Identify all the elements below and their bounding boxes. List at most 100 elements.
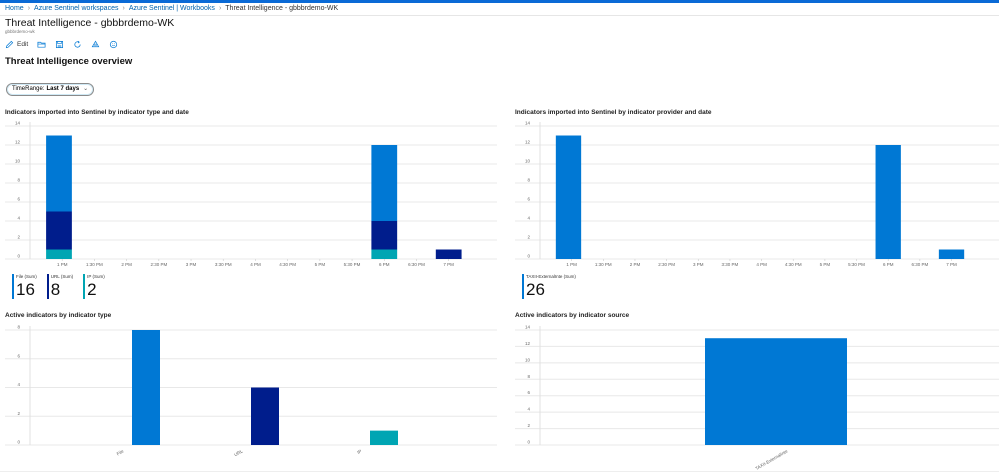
tiles-by-provider: TAXII-ExternalInte (Sum) 26: [522, 274, 576, 299]
section-title: Threat Intelligence overview: [5, 56, 133, 67]
bar-file: [132, 330, 160, 445]
x-tick-label: 3 PM: [693, 262, 704, 267]
x-tick-label: 5:30 PM: [848, 262, 865, 267]
bar-taxii-externalinte: [875, 145, 901, 259]
edit-button[interactable]: Edit: [5, 40, 28, 49]
x-tick-label: 5 PM: [315, 262, 326, 267]
x-tick-label: 2:30 PM: [658, 262, 675, 267]
x-tick-label: 3:30 PM: [215, 262, 232, 267]
bar-url: [251, 387, 279, 445]
y-tick-label: 2: [527, 423, 530, 428]
y-tick-label: 0: [17, 254, 20, 259]
tile-color-bar: [12, 274, 14, 299]
tile-value: 16: [16, 280, 35, 299]
chart-title-by-type-date: Indicators imported into Sentinel by ind…: [5, 109, 189, 116]
time-range-dropdown[interactable]: TimeRange: Last 7 days ⌄: [6, 83, 95, 96]
toolbar: Edit: [5, 38, 118, 50]
x-tick-label: IP: [356, 449, 362, 455]
feedback-button[interactable]: [109, 40, 118, 49]
y-tick-label: 14: [525, 121, 531, 126]
y-tick-label: 10: [525, 357, 531, 362]
portal-top-strip: [0, 0, 999, 3]
x-tick-label: 4 PM: [756, 262, 767, 267]
y-tick-label: 8: [527, 374, 530, 379]
chevron-down-icon: ⌄: [83, 86, 89, 92]
x-tick-label: 6:30 PM: [911, 262, 928, 267]
y-tick-label: 0: [527, 440, 530, 445]
x-tick-label: 1:30 PM: [595, 262, 612, 267]
x-tick-label: 2 PM: [121, 262, 132, 267]
bar-taxii-externalinte: [705, 338, 847, 445]
edit-icon: [5, 40, 14, 48]
breadcrumb-current: Threat Intelligence - gbbbrdemo-WK: [225, 5, 339, 12]
tile-file: File (Sum) 16: [12, 274, 37, 299]
save-button[interactable]: [55, 40, 64, 49]
x-tick-label: 1 PM: [566, 262, 577, 267]
y-tick-label: 2: [527, 235, 530, 240]
y-tick-label: 14: [15, 121, 21, 126]
y-tick-label: 8: [17, 325, 20, 330]
y-tick-label: 2: [17, 411, 20, 416]
tile-value: 8: [50, 280, 61, 299]
bar-url: [371, 221, 398, 250]
y-tick-label: 12: [15, 140, 21, 145]
tiles-by-type: File (Sum) 16 URL (Sum) 8 IP (Sum) 2: [12, 274, 105, 299]
feedback-smiley-icon: [110, 40, 118, 48]
y-tick-label: 6: [17, 197, 20, 202]
chart-title-active-by-type: Active indicators by indicator type: [5, 312, 112, 319]
bar-url: [46, 211, 72, 250]
tile-value: 26: [526, 280, 545, 299]
y-tick-label: 10: [525, 159, 531, 164]
tile-ip: IP (Sum) 2: [83, 274, 105, 299]
x-tick-label: 6 PM: [883, 262, 894, 267]
bar-ip: [371, 249, 398, 259]
open-button[interactable]: [37, 40, 46, 49]
open-folder-icon: [37, 41, 46, 48]
chart-by-provider-date: 0 2 4 6 8 10 12 14 1 PM 1:30 PM 2 PM 2:30 PM 3 PM 3:3…: [515, 121, 999, 267]
x-tick-label: 5:30 PM: [344, 262, 361, 267]
refresh-button[interactable]: [73, 40, 82, 49]
chevron-right-icon: ›: [122, 5, 125, 12]
tile-taxii: TAXII-ExternalInte (Sum) 26: [522, 274, 576, 299]
tile-color-bar: [522, 274, 524, 299]
bar-ip: [370, 430, 398, 445]
divider: [0, 15, 999, 16]
x-tick-label: 1:30 PM: [86, 262, 103, 267]
y-tick-label: 10: [15, 159, 21, 164]
y-tick-label: 0: [527, 254, 530, 259]
x-tick-label: 6 PM: [379, 262, 390, 267]
y-tick-label: 8: [527, 178, 530, 183]
tile-label: IP (Sum): [87, 274, 105, 279]
y-tick-label: 8: [17, 178, 20, 183]
bar-file: [46, 135, 72, 212]
tile-url: URL (Sum) 8: [46, 274, 73, 299]
y-tick-label: 14: [525, 325, 531, 330]
y-tick-label: 2: [17, 235, 20, 240]
x-tick-label: 4:30 PM: [279, 262, 296, 267]
y-tick-label: 12: [525, 341, 531, 346]
x-tick-label: 6:30 PM: [408, 262, 425, 267]
x-tick-label: 7 PM: [946, 262, 957, 267]
bar-taxii-externalinte: [555, 135, 582, 259]
chevron-right-icon: ›: [27, 5, 31, 12]
breadcrumb-workbooks[interactable]: Azure Sentinel | Workbooks: [128, 5, 215, 12]
y-tick-label: 4: [527, 216, 530, 221]
page-title: Threat Intelligence - gbbbrdemo-WK: [5, 17, 175, 29]
tile-color-bar: [46, 274, 49, 299]
chart-active-by-source: 0 2 4 6 8 10 12 14 TAXII-ExternalInte: [515, 325, 999, 471]
breadcrumb-home[interactable]: Home: [5, 5, 24, 12]
x-tick-label: 4:30 PM: [785, 262, 802, 267]
tile-color-bar: [83, 274, 86, 299]
y-tick-label: 12: [525, 140, 531, 145]
y-tick-label: 4: [17, 382, 20, 387]
save-icon: [56, 40, 64, 48]
chart-title-by-provider-date: Indicators imported into Sentinel by ind…: [515, 109, 712, 116]
edit-label: Edit: [17, 40, 29, 48]
x-tick-label: 5 PM: [820, 262, 831, 267]
x-tick-label: TAXII-ExternalInte: [754, 448, 788, 471]
share-button[interactable]: [91, 40, 100, 49]
y-tick-label: 6: [17, 353, 20, 358]
time-range-label: TimeRange:: [12, 86, 45, 92]
bar-url: [435, 249, 462, 259]
breadcrumb-workspaces[interactable]: Azure Sentinel workspaces: [34, 5, 119, 12]
